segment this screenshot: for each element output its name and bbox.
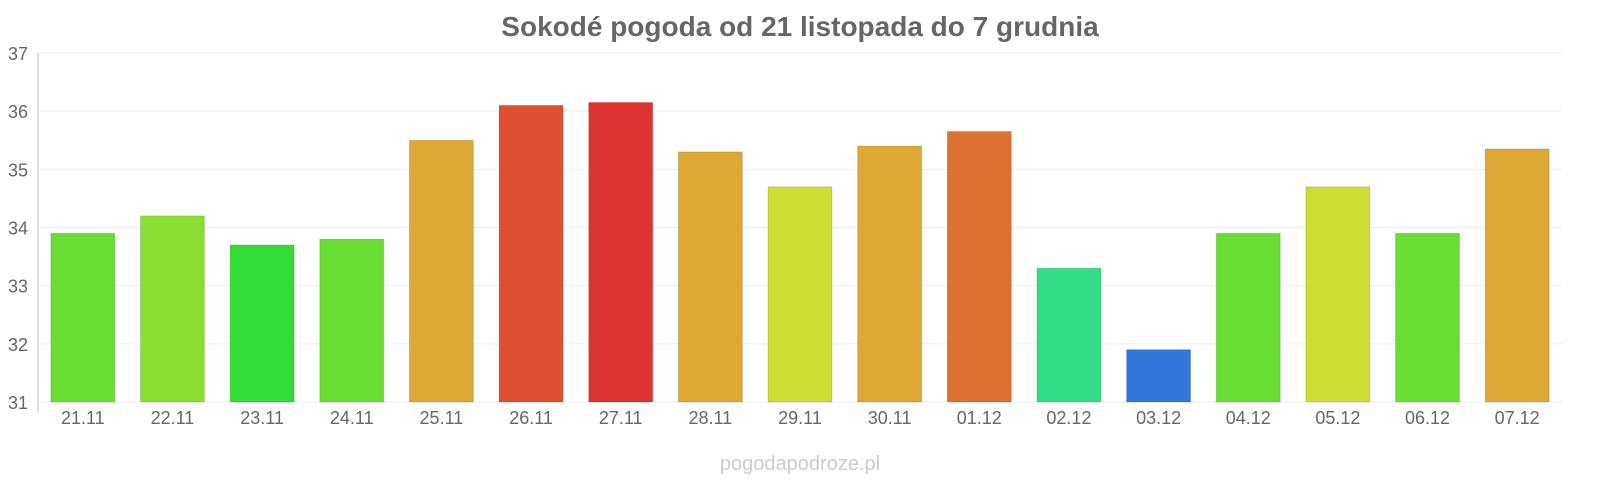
bar-03.12[interactable]	[1126, 349, 1192, 403]
bar-02.12[interactable]	[1036, 267, 1102, 403]
y-tick-label: 32	[8, 335, 28, 355]
bar-27.11[interactable]	[588, 101, 654, 403]
bar-25.11[interactable]	[408, 139, 474, 403]
x-tick-label: 05.12	[1315, 408, 1360, 428]
y-tick-label: 31	[8, 393, 28, 413]
x-tick-label: 29.11	[778, 408, 822, 428]
x-tick-label: 03.12	[1136, 408, 1181, 428]
bar-22.11[interactable]	[139, 215, 205, 403]
x-tick-label: 07.12	[1495, 408, 1540, 428]
bar-24.11[interactable]	[319, 238, 385, 403]
bar-06.12[interactable]	[1395, 232, 1461, 403]
watermark: pogodapodroze.pl	[720, 453, 880, 475]
x-tick-label: 30.11	[868, 408, 912, 428]
y-tick-label: 34	[8, 219, 28, 239]
y-tick-label: 33	[8, 277, 28, 297]
x-tick-label: 22.11	[151, 408, 195, 428]
x-tick-label: 25.11	[420, 408, 464, 428]
y-tick-label: 35	[8, 160, 28, 180]
bar-07.12[interactable]	[1484, 148, 1550, 403]
x-tick-label: 21.11	[61, 408, 105, 428]
bar-21.11[interactable]	[50, 232, 116, 403]
x-tick-label: 04.12	[1226, 408, 1271, 428]
x-tick-label: 01.12	[957, 408, 1002, 428]
x-tick-label: 28.11	[688, 408, 732, 428]
x-tick-label: 23.11	[240, 408, 284, 428]
bar-29.11[interactable]	[767, 186, 833, 403]
bar-01.12[interactable]	[946, 131, 1012, 403]
x-tick-label: 06.12	[1405, 408, 1450, 428]
bar-04.12[interactable]	[1215, 232, 1281, 403]
bar-05.12[interactable]	[1305, 186, 1371, 403]
bar-28.11[interactable]	[677, 151, 743, 403]
x-tick-label: 27.11	[599, 408, 643, 428]
x-tick-label: 26.11	[509, 408, 553, 428]
y-tick-label: 36	[8, 102, 28, 122]
chart-title: Sokodé pogoda od 21 listopada do 7 grudn…	[501, 11, 1099, 42]
bar-26.11[interactable]	[498, 104, 564, 403]
bar-23.11[interactable]	[229, 244, 295, 403]
x-tick-label: 24.11	[330, 408, 374, 428]
y-tick-label: 37	[8, 44, 28, 64]
bar-30.11[interactable]	[857, 145, 923, 403]
x-tick-label: 02.12	[1046, 408, 1091, 428]
